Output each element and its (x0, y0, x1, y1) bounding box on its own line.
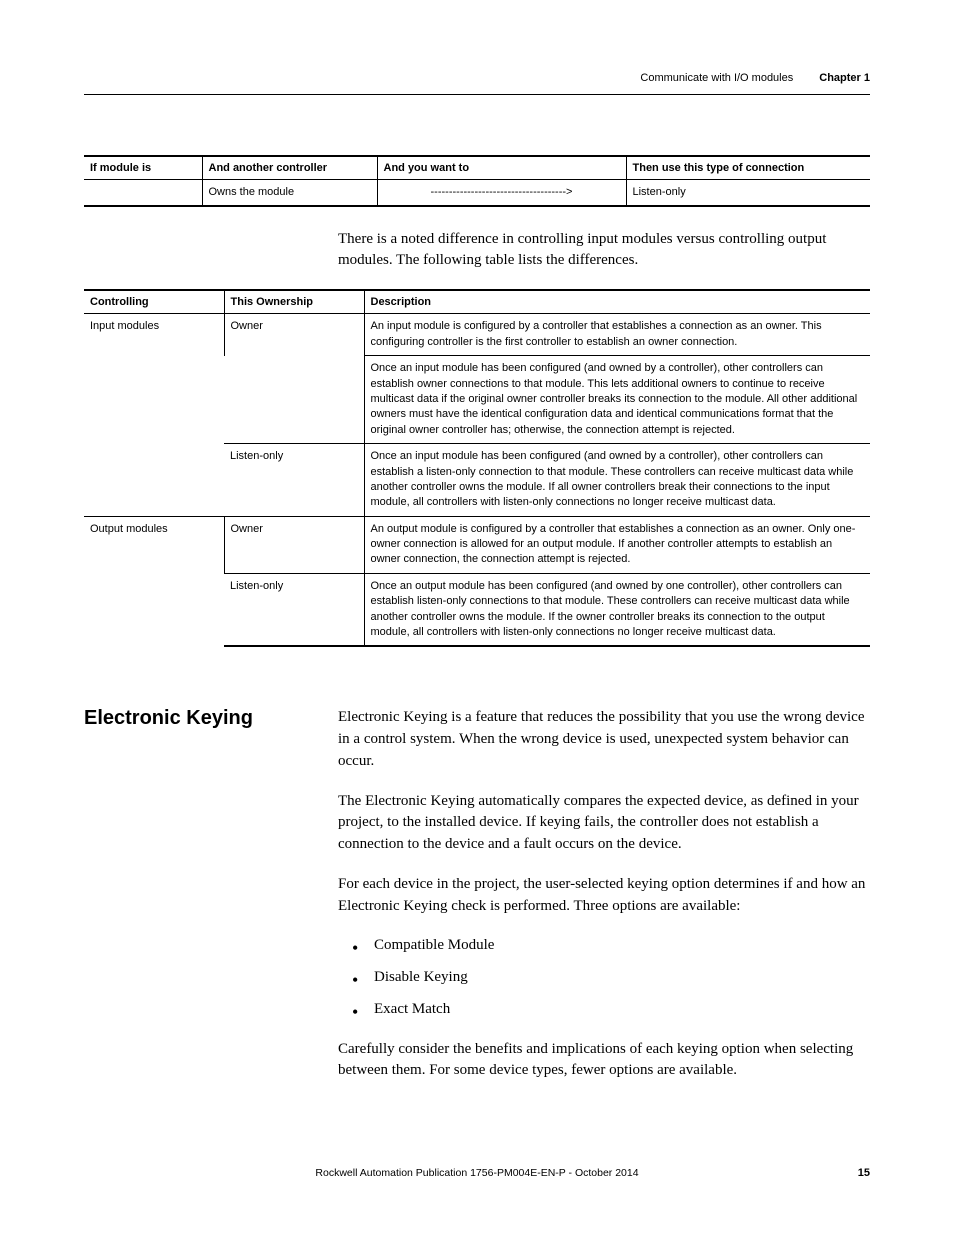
table1-cell: Listen-only (626, 180, 870, 207)
header-chapter: Chapter 1 (819, 72, 870, 84)
table2-cell: Once an output module has been configure… (364, 573, 870, 646)
table1-header: Then use this type of connection (626, 156, 870, 180)
table2-header: This Ownership (224, 290, 364, 314)
footer-publication: Rockwell Automation Publication 1756-PM0… (315, 1167, 638, 1179)
table2-cell: Once an input module has been configured… (364, 444, 870, 517)
list-item: Exact Match (374, 999, 870, 1021)
table1-cell: Owns the module (202, 180, 377, 207)
connection-type-table: If module is And another controller And … (84, 155, 870, 207)
table1-header: And another controller (202, 156, 377, 180)
section-paragraph: The Electronic Keying automatically comp… (338, 791, 870, 856)
table2-cell: Input modules (84, 314, 224, 516)
table1-header: If module is (84, 156, 202, 180)
electronic-keying-section: Electronic Keying Electronic Keying is a… (84, 707, 870, 1100)
table2-header: Controlling (84, 290, 224, 314)
page-footer: Rockwell Automation Publication 1756-PM0… (84, 1167, 870, 1179)
table2-cell: An input module is configured by a contr… (364, 314, 870, 356)
table2-cell: Output modules (84, 516, 224, 646)
table1-cell-arrow: -------------------------------------> (377, 180, 626, 207)
list-item: Compatible Module (374, 935, 870, 957)
header-section-title: Communicate with I/O modules (640, 72, 793, 84)
table2-cell: Once an input module has been configured… (364, 356, 870, 444)
table2-cell: Owner (224, 314, 364, 356)
table2-cell: Listen-only (224, 444, 364, 517)
section-body: Electronic Keying is a feature that redu… (338, 707, 870, 1100)
list-item: Disable Keying (374, 967, 870, 989)
table1-header: And you want to (377, 156, 626, 180)
section-paragraph: Carefully consider the benefits and impl… (338, 1039, 870, 1083)
footer-page-number: 15 (858, 1167, 870, 1179)
table2-header: Description (364, 290, 870, 314)
intro-paragraph: There is a noted difference in controlli… (338, 229, 870, 271)
section-paragraph: For each device in the project, the user… (338, 874, 870, 918)
section-heading: Electronic Keying (84, 707, 338, 1100)
table1-cell (84, 180, 202, 207)
table2-cell: Owner (224, 516, 364, 573)
table2-cell: Listen-only (224, 573, 364, 646)
table2-cell (224, 356, 364, 444)
table2-cell: An output module is configured by a cont… (364, 516, 870, 573)
section-paragraph: Electronic Keying is a feature that redu… (338, 707, 870, 772)
page-header: Communicate with I/O modules Chapter 1 (84, 72, 870, 95)
keying-options-list: Compatible Module Disable Keying Exact M… (338, 935, 870, 1020)
ownership-table: Controlling This Ownership Description I… (84, 289, 870, 647)
